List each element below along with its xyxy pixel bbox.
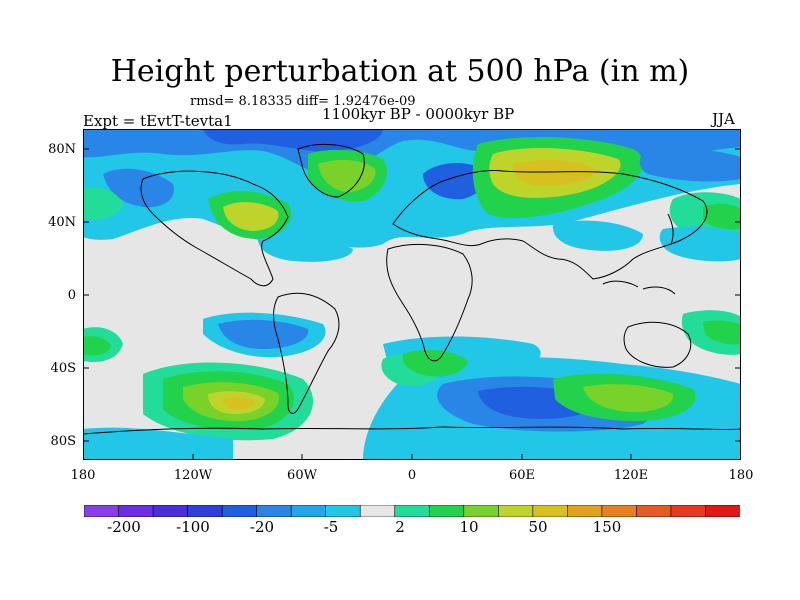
colorbar-label-150: 150 [592,518,622,536]
height-perturbation-map [83,129,741,460]
coast-africa [386,244,473,362]
coast-south-america [273,292,340,414]
coast-eurasia [392,170,708,280]
colorbar-label-50: 50 [528,518,548,536]
lat-label-40n: 40N [48,215,76,230]
lon-label-180e: 180 [728,468,754,483]
colorbar-swatch [670,505,707,517]
asia-high-peak [512,159,598,187]
experiment-label: Expt = tEvtT-tevta1 [83,112,233,130]
mid-atlantic-low [258,237,353,262]
colorbar-swatch [567,505,603,517]
colorbar-swatch [187,505,223,517]
coast-japan [667,213,674,245]
lat-label-0: 0 [67,288,76,303]
period-label: 1100kyr BP - 0000kyr BP [322,105,515,123]
coast-australia [623,321,692,368]
map-ticks [83,148,741,460]
plot-title: Height perturbation at 500 hPa (in m) [110,54,690,89]
colorbar-label-minus100: -100 [176,518,210,536]
south-pacific-low-core [218,319,309,349]
colorbar-swatch [118,505,154,517]
colorbar-swatch [463,505,499,517]
colorbar-swatch [84,505,120,517]
colorbar-swatch [290,505,327,517]
colorbar-swatch [498,505,534,517]
coast-greenland [297,144,365,198]
colorbar-swatch [325,505,361,517]
colorbar-swatch [359,505,396,517]
south-indian-high-core [583,384,674,412]
scandinavia-low [423,163,486,200]
southwest-pacific-high-core [703,320,741,345]
nw-atlantic-high-core [318,159,376,192]
pacific-north-low [639,148,741,182]
lat-label-80n: 80N [48,142,76,157]
lon-label-60w: 60W [287,468,317,483]
colorbar-swatch [636,505,672,517]
dateline-south-high-core [83,336,111,356]
coast-indonesia [602,280,676,295]
lon-label-60e: 60E [508,468,536,483]
colorbar-label-minus5: -5 [323,518,339,536]
north-america-low [103,168,174,208]
stats-label: rmsd= 8.18335 diff= 1.92476e-09 [190,94,416,109]
colorbar-swatch [428,505,465,517]
south-pacific-high-peak [222,397,255,410]
colorbar-swatch [394,505,430,517]
colorbar-swatch [601,505,638,517]
coast-north-america [140,170,289,287]
lat-label-40s: 40S [50,361,76,376]
colorbar-swatch [705,505,740,517]
lon-label-180w: 180 [70,468,96,483]
pacific-nw-high [83,187,123,220]
colorbar [84,505,740,517]
canada-high-core [223,202,279,231]
colorbar-label-minus200: -200 [107,518,141,536]
pacific-ne-high-core [703,203,741,230]
season-label: JJA [712,110,735,128]
colorbar-label-minus20: -20 [249,518,275,536]
lon-label-0: 0 [407,468,417,483]
lon-label-120e: 120E [613,468,649,483]
east-asia-low [552,220,643,251]
central-pacific-low [659,226,741,262]
colorbar-label-10: 10 [459,518,479,536]
coastlines [83,144,741,435]
colorbar-swatch [256,505,292,517]
indian-ocean-high [402,349,468,377]
lon-label-120w: 120W [173,468,213,483]
colorbar-swatch [221,505,258,517]
colorbar-label-2: 2 [395,518,405,536]
lat-label-80s: 80S [50,434,76,449]
coast-antarctica [83,426,741,435]
antarctic-low [83,427,233,460]
colorbar-swatch [532,505,568,517]
colorbar-swatch [152,505,189,517]
